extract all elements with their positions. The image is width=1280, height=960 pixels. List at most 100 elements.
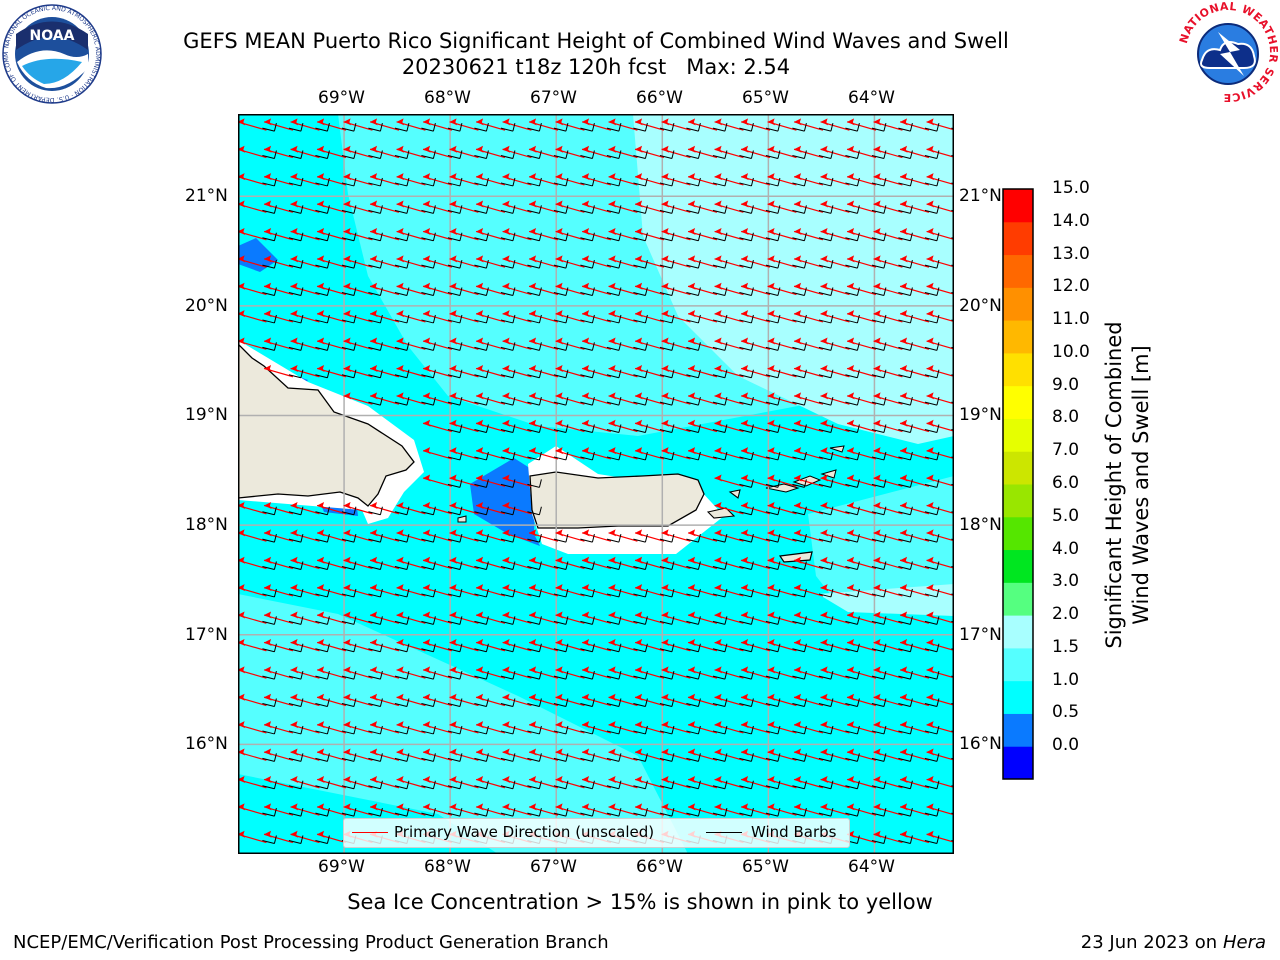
wind-barb [818,753,834,762]
wind-barb [898,671,913,680]
wave-arrow-head [741,638,749,646]
wave-arrow-head [820,255,829,263]
wave-arrow-head [714,803,723,811]
colorbar-tick-label: 15.0 [1052,178,1090,198]
wind-barb [553,780,569,790]
wave-arrow-head [582,529,590,537]
wind-barb [633,808,648,817]
wind-barb [368,588,383,598]
map-frame[interactable] [238,114,954,854]
wave-arrow-head [926,364,935,372]
wind-barb [315,123,330,132]
wind-barb [924,534,940,543]
wave-arrow-head [502,118,511,126]
footer-producer: NCEP/EMC/Verification Post Processing Pr… [13,932,609,953]
wave-arrow-head [423,693,431,701]
wind-barb [262,232,277,242]
wave-arrow-head [529,584,537,592]
wind-barb [262,287,277,297]
wave-arrow-head [900,200,908,208]
wind-barb [765,451,781,461]
wave-height-map[interactable] [238,114,954,854]
wave-arrow-head [608,584,617,592]
wind-barb [792,424,807,434]
wave-arrow-head [635,775,643,783]
wave-arrow-head [423,419,431,427]
wind-barb [447,506,463,516]
wave-arrow-head [317,118,325,126]
wave-arrow-head [555,118,564,126]
wind-barb [845,534,860,543]
wave-arrow-head [555,638,564,646]
wind-barb [288,808,304,817]
wave-arrow-head [767,173,776,181]
wind-barb [871,780,887,790]
wind-barb [500,123,516,132]
map-border [238,114,954,854]
wave-arrow-head [608,118,617,126]
wave-arrow-head [238,337,246,345]
wind-barb [288,123,304,132]
wind-barb [474,534,489,543]
wind-barb [447,698,463,708]
wave-arrow-head [555,255,564,263]
wave-arrow-head [873,529,882,537]
wind-barb [368,287,383,297]
noaa-logo: NATIONAL OCEANIC AND ATMOSPHERIC ADMINIS… [2,4,102,104]
wave-arrow-head [582,584,590,592]
wave-arrow-head [688,419,696,427]
wave-arrow-head [714,200,723,208]
wind-barb [818,424,834,434]
wave-arrow-head [661,666,670,674]
wind-barb [686,260,701,269]
wind-barb [394,808,410,817]
wave-arrow-head [290,556,299,564]
wave-arrow-head [476,638,484,646]
wave-arrow-head [714,118,723,126]
wave-arrow-head [529,556,537,564]
lat-label-left-18n: 18°N [185,515,228,535]
wave-arrow-head [449,529,458,537]
wind-barb [315,260,330,269]
wind-barb [421,123,436,132]
wave-arrow-head [529,447,537,455]
wave-arrow-head [661,392,670,400]
wave-arrow-head [926,666,935,674]
wind-barb [871,835,887,845]
wind-barbs [262,123,954,845]
wind-barb [474,232,489,242]
wind-barb [765,150,781,160]
wind-barb [712,671,728,680]
wave-arrow-head [847,693,855,701]
wind-barb [845,671,860,680]
wave-arrow-head [290,255,299,263]
wave-arrow-head [608,611,617,619]
wind-barb [765,177,781,187]
wave-arrow-head [767,584,776,592]
wave-arrow-head [688,364,696,372]
wave-arrow-head [555,145,564,153]
wave-arrow-head [714,584,723,592]
lat-label-left-21n: 21°N [185,186,228,206]
wave-arrow-head [714,775,723,783]
wave-arrow-head [661,337,670,345]
wave-arrow-head [635,748,643,756]
wave-arrow-head [343,255,352,263]
wind-barb [474,205,489,214]
wave-arrow-head [767,118,776,126]
wave-arrow-head [847,173,855,181]
wind-barb [845,588,860,598]
wind-barb [368,232,383,242]
wind-barb [553,725,569,735]
wind-barb [871,150,887,160]
wave-arrow-head [396,173,405,181]
wind-barb [845,808,860,817]
wave-arrow-head [661,118,670,126]
wave-arrow-head [635,227,643,235]
lat-label-right-19n: 19°N [959,405,1002,425]
wind-barb [898,314,913,324]
wave-arrow-head [661,200,670,208]
wind-barb [474,561,489,571]
colorbar-cell [1003,385,1033,419]
wave-arrow-head [423,803,431,811]
